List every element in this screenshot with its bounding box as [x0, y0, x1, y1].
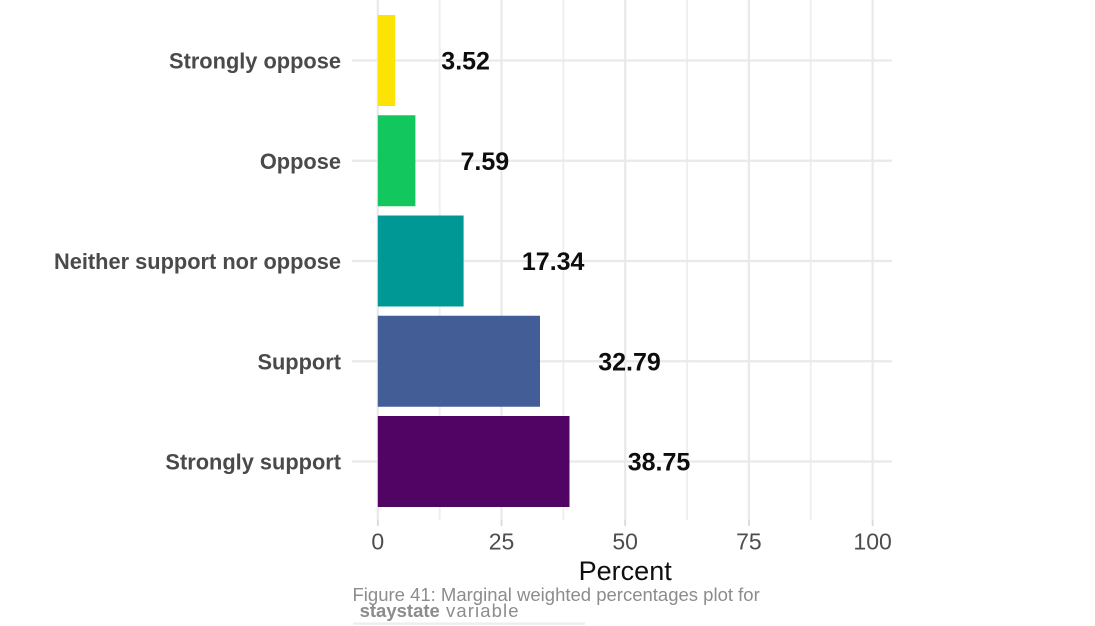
- svg-text:0: 0: [371, 529, 384, 555]
- svg-text:17.34: 17.34: [522, 248, 585, 276]
- svg-text:Figure 41: Marginal weighted p: Figure 41: Marginal weighted percentages…: [353, 584, 760, 605]
- svg-text:Strongly oppose: Strongly oppose: [169, 49, 341, 74]
- svg-text:75: 75: [736, 529, 762, 555]
- svg-text:Oppose: Oppose: [260, 149, 341, 174]
- svg-text:32.79: 32.79: [598, 348, 661, 376]
- svg-text:Strongly support: Strongly support: [165, 450, 341, 475]
- svg-text:Percent: Percent: [579, 556, 673, 586]
- svg-text:3.52: 3.52: [441, 48, 490, 76]
- svg-text:25: 25: [489, 529, 515, 555]
- svg-text:7.59: 7.59: [461, 148, 510, 176]
- svg-text:38.75: 38.75: [628, 449, 691, 477]
- svg-text:Neither support nor oppose: Neither support nor oppose: [54, 249, 341, 274]
- svg-text:staystate variable: staystate variable: [360, 600, 520, 621]
- svg-text:Support: Support: [257, 349, 341, 374]
- svg-text:100: 100: [853, 529, 891, 555]
- svg-text:50: 50: [612, 529, 638, 555]
